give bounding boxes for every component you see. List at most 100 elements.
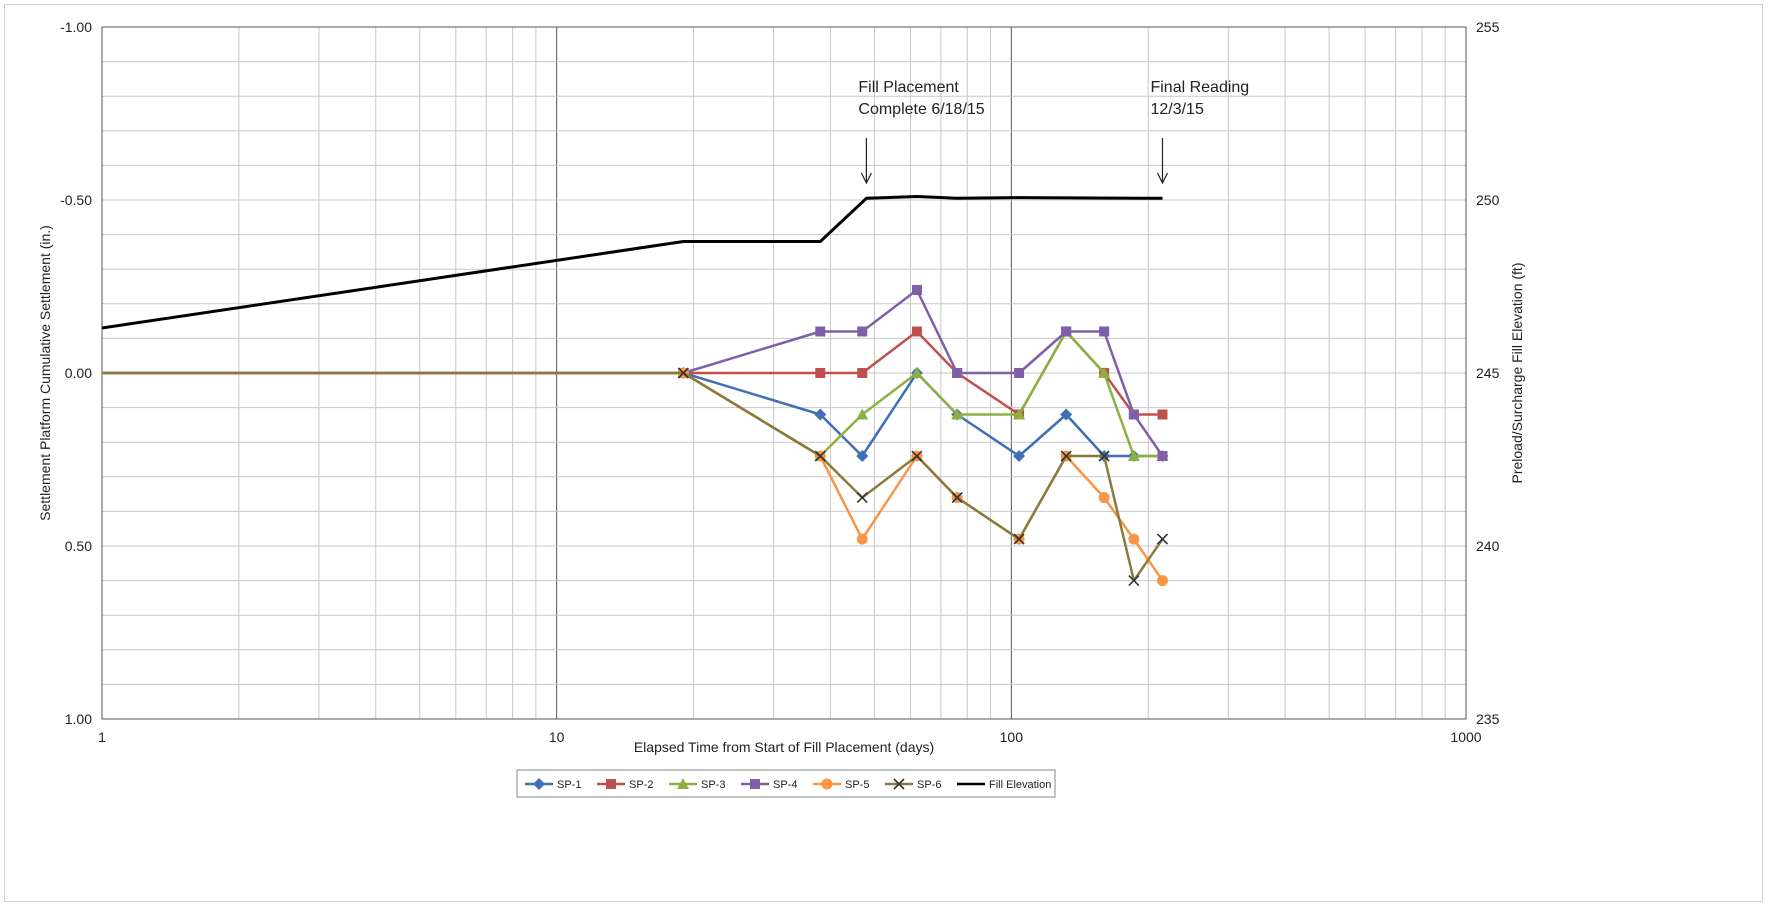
legend-item-sp-6: SP-6: [885, 778, 941, 791]
marker-stroke: [1156, 533, 1169, 545]
data-point-sp-3: [856, 408, 869, 420]
series: [101, 195, 1169, 587]
legend-label: SP-5: [845, 779, 869, 791]
marker-stroke: [1098, 450, 1110, 462]
marker-stroke: [677, 367, 689, 379]
data-point-sp-4: [1128, 409, 1139, 420]
legend-item-sp-4: SP-4: [741, 779, 797, 791]
data-point-sp-4: [815, 326, 826, 337]
ticks: 1 10 100 1000 -1.00 -0.50 0.00 0.50 1.00 255 250 24…: [60, 19, 1499, 745]
annotations: Fill Placement Complete 6/18/15 Final Read…: [858, 79, 1249, 185]
legend-label: SP-6: [917, 779, 941, 791]
series-sp-6: [102, 367, 1169, 587]
legend-item-sp-3: SP-3: [669, 778, 725, 791]
legend-swatch-marker: [677, 778, 689, 789]
data-point-sp-3: [1013, 408, 1026, 420]
legend-label: SP-1: [557, 779, 581, 791]
data-point-sp-3: [910, 367, 923, 378]
data-point-sp-3: [1098, 367, 1111, 378]
data-point-sp-1: [814, 408, 827, 421]
data-point-sp-3: [951, 408, 964, 420]
marker-stroke: [856, 491, 868, 504]
data-point-sp-4: [1157, 451, 1168, 462]
chart-frame: [4, 4, 1763, 902]
y-left-tick-label: 0.50: [65, 538, 92, 554]
data-point-sp-6: [1098, 450, 1110, 462]
y-axis-left-title: Settlement Platform Cumulative Settlemen…: [37, 225, 53, 521]
data-point-sp-2: [1157, 409, 1168, 420]
y-left-tick-label: -0.50: [60, 192, 92, 208]
legend-swatch-marker: [821, 778, 833, 790]
legend-swatch-marker: [606, 779, 616, 789]
marker-stroke: [893, 778, 905, 790]
data-point-sp-4: [911, 284, 922, 295]
legend-label: SP-4: [773, 779, 797, 791]
legend-swatch-marker: [893, 778, 905, 790]
data-point-sp-6: [677, 367, 689, 379]
y-right-tick-label: 235: [1476, 711, 1500, 727]
x-tick-label: 1000: [1450, 729, 1481, 745]
data-point-sp-5: [856, 533, 868, 545]
marker-stroke: [1060, 450, 1072, 462]
data-point-sp-6: [911, 450, 923, 462]
data-point-sp-3: [1127, 450, 1140, 462]
x-tick-label: 100: [1000, 729, 1024, 745]
x-tick-label: 1: [98, 729, 106, 745]
data-point-sp-6: [1060, 450, 1072, 462]
data-point-sp-6: [1128, 575, 1140, 587]
x-tick-label: 10: [549, 729, 565, 745]
legend-item-sp-2: SP-2: [597, 779, 653, 791]
data-point-sp-2: [911, 326, 922, 337]
grid: [102, 27, 1466, 719]
data-point-sp-6: [814, 450, 826, 462]
annotation-text: Final Reading: [1150, 79, 1249, 96]
legend-item-sp-5: SP-5: [813, 778, 869, 791]
legend: SP-1 SP-2 SP-3 SP-4 SP-5 SP-6 Fill Elevation: [516, 769, 1056, 798]
legend-item-fill-elevation: Fill Elevation: [957, 779, 1051, 791]
data-point-sp-1: [1060, 408, 1073, 421]
data-point-sp-4: [1014, 368, 1025, 378]
data-point-sp-5: [1098, 492, 1110, 504]
data-point-sp-6: [1156, 533, 1169, 545]
annotation-text: Complete 6/18/15: [858, 101, 984, 118]
data-point-sp-4: [1061, 326, 1072, 337]
y-left-tick-label: 0.00: [65, 365, 92, 381]
marker-stroke: [951, 491, 963, 504]
legend-label: Fill Elevation: [989, 779, 1051, 791]
legend-label: SP-3: [701, 779, 725, 791]
series-fill-elevation: [101, 195, 1163, 330]
y-left-tick-label: -1.00: [60, 19, 92, 35]
data-point-sp-6: [951, 491, 963, 504]
y-right-tick-label: 255: [1476, 19, 1500, 35]
annotation-arrow-head: [860, 172, 872, 185]
data-point-sp-2: [815, 368, 826, 378]
data-point-sp-1: [1013, 450, 1026, 463]
marker-stroke: [911, 450, 923, 462]
data-point-sp-4: [857, 326, 868, 337]
marker-stroke: [1013, 533, 1025, 545]
legend-item-sp-1: SP-1: [525, 778, 581, 791]
series-sp-3: [102, 325, 1169, 462]
annotation-arrow-head: [1156, 172, 1169, 185]
series-line-sp-3: [102, 330, 1163, 458]
data-point-sp-1: [856, 450, 869, 463]
legend-swatch-marker: [750, 779, 760, 789]
legend-swatch-marker: [533, 778, 545, 790]
data-point-sp-6: [1013, 533, 1025, 545]
annotation-text: Fill Placement: [858, 79, 959, 96]
y-left-tick-label: 1.00: [65, 711, 92, 727]
data-point-sp-4: [952, 368, 963, 378]
series-line-fill-elevation: [101, 195, 1163, 330]
data-point-sp-2: [857, 368, 868, 378]
legend-label: SP-2: [629, 779, 653, 791]
y-right-tick-label: 240: [1476, 538, 1500, 554]
marker-stroke: [1128, 575, 1140, 587]
annotation-text: 12/3/15: [1150, 101, 1203, 118]
data-point-sp-5: [1128, 533, 1140, 545]
data-point-sp-5: [1156, 575, 1168, 587]
data-point-sp-6: [856, 491, 868, 504]
y-right-tick-label: 245: [1476, 365, 1500, 381]
y-axis-right-title: Preload/Surcharge Fill Elevation (ft): [1509, 263, 1525, 484]
data-point-sp-4: [1099, 326, 1110, 337]
